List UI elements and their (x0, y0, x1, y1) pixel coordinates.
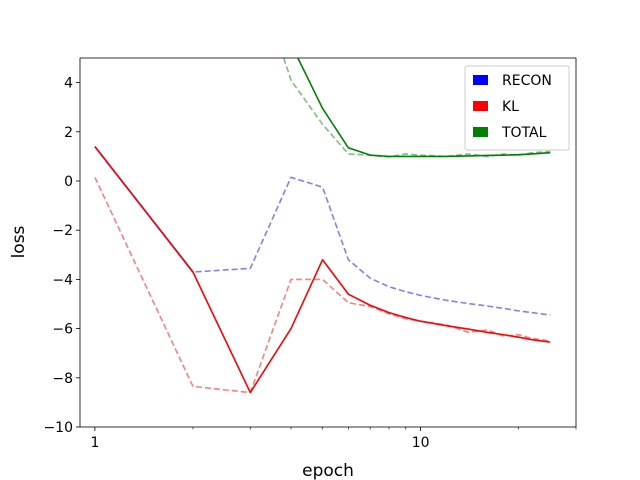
plot-frame (79, 57, 577, 428)
x-axis-label: epoch (302, 461, 354, 480)
x-tick-label: 10 (412, 435, 430, 451)
legend: RECON KL TOTAL (464, 65, 570, 151)
axis-ticks: −10 −8 −6 −4 −2 0 2 4 1 10 (43, 76, 577, 451)
y-tick-label: 2 (64, 125, 73, 141)
recon-dashed-line (94, 146, 551, 316)
total-dashed-line (282, 58, 551, 158)
y-tick-label: −2 (52, 223, 73, 239)
y-tick-label: −4 (52, 272, 73, 288)
legend-label-total: TOTAL (501, 125, 547, 141)
legend-swatch-kl (473, 101, 488, 111)
legend-box (464, 65, 570, 151)
legend-label-kl: KL (502, 99, 519, 115)
plot-series (94, 58, 551, 394)
y-tick-label: −8 (52, 371, 73, 387)
kl-dashed-line (94, 176, 551, 394)
x-tick-label: 1 (90, 435, 99, 451)
y-axis-label: loss (9, 225, 29, 258)
legend-label-recon: RECON (502, 73, 552, 89)
legend-swatch-total (473, 127, 488, 137)
legend-swatch-recon (473, 75, 488, 85)
y-tick-label: −10 (43, 420, 73, 436)
y-tick-label: 4 (64, 76, 73, 92)
y-tick-label: 0 (64, 174, 73, 190)
y-tick-label: −6 (52, 322, 73, 338)
